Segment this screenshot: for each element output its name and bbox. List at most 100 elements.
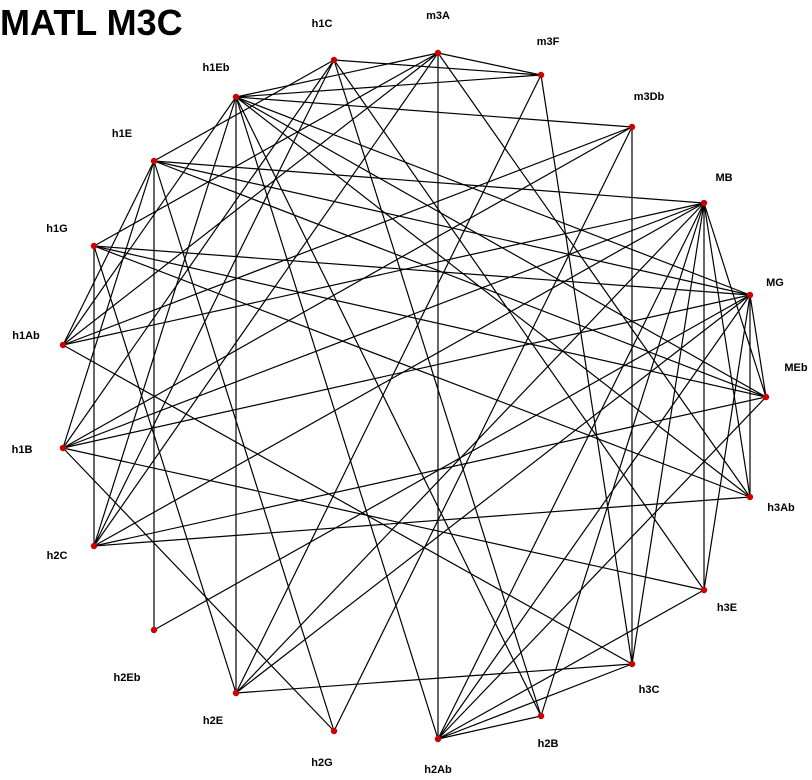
node-h1Ab <box>59 341 67 349</box>
edge-h1Ab-h1Eb <box>62 96 237 346</box>
node-m3A <box>434 49 442 57</box>
edge-m3A-h1G <box>93 52 439 247</box>
node-h1B <box>59 444 67 452</box>
node-label-h1B: h1B <box>12 444 33 456</box>
node-label-m3F: m3F <box>537 36 560 48</box>
edge-MG-h2Eb <box>153 294 751 631</box>
edge-h3E-h1B <box>62 447 705 591</box>
edge-MG-h1G <box>93 245 751 296</box>
node-h1E <box>150 157 158 165</box>
node-label-m3A: m3A <box>426 10 450 22</box>
node-label-h1C: h1C <box>312 18 333 30</box>
node-MB <box>700 199 708 207</box>
edge-m3Db-h2G <box>333 126 633 732</box>
edge-MB-MEb <box>703 202 767 398</box>
edge-h3Ab-MB <box>703 202 751 498</box>
labels-layer: h1C m3A m3F m3Db MB MG MEb h3Ab h3E h3C h2B h2Ab h2G… <box>12 10 808 776</box>
edge-MG-h2Ab <box>437 294 751 740</box>
edge-h1C-h3E <box>333 59 705 591</box>
edge-MB-h2B <box>540 202 705 717</box>
node-h2B <box>537 712 545 720</box>
node-label-h2Eb: h2Eb <box>114 672 141 684</box>
edge-h3C-h2E <box>235 663 633 694</box>
edge-h2B-h1Eb <box>235 96 542 717</box>
node-h2G <box>330 727 338 735</box>
node-h1G <box>90 242 98 250</box>
nodes-layer <box>59 49 770 743</box>
edge-h1Ab-h1E <box>62 160 155 346</box>
edge-MG-h3E <box>703 294 751 591</box>
node-h2E <box>232 689 240 697</box>
edge-MB-h1B <box>62 202 705 449</box>
node-label-h3E: h3E <box>717 602 737 614</box>
node-label-h1E: h1E <box>112 128 132 140</box>
node-MG <box>746 291 754 299</box>
edge-h3C-h1Ab <box>62 344 633 665</box>
edge-m3A-m3F <box>437 52 542 76</box>
edge-MB-h1Ab <box>62 202 705 346</box>
node-h3C <box>628 660 636 668</box>
edges-layer <box>62 52 767 740</box>
edge-MG-h1E <box>153 160 751 296</box>
node-label-h2C: h2C <box>47 550 68 562</box>
node-label-MG: MG <box>766 277 784 289</box>
node-m3F <box>537 71 545 79</box>
node-label-h1Eb: h1Eb <box>203 62 230 74</box>
node-h2C <box>90 542 98 550</box>
edge-MG-h2E <box>235 294 751 694</box>
edge-h1B-h1E <box>62 160 155 449</box>
edge-h1C-h1E <box>153 59 335 162</box>
node-MEb <box>762 393 770 401</box>
node-h2Eb <box>150 626 158 634</box>
edge-MB-h2Ab <box>437 202 705 740</box>
node-label-h3C: h3C <box>639 684 660 696</box>
edge-MB-h1E <box>153 160 705 204</box>
node-h3E <box>700 586 708 594</box>
node-label-h3Ab: h3Ab <box>767 502 795 514</box>
node-label-h2G: h2G <box>311 757 332 769</box>
edge-h2E-h1G <box>93 245 237 694</box>
edge-m3A-h1Ab <box>62 52 439 346</box>
edge-h2B-h2Ab <box>437 715 542 740</box>
node-label-MEb: MEb <box>784 362 808 374</box>
edge-m3A-h3Ab <box>437 52 751 498</box>
node-label-h2B: h2B <box>538 738 559 750</box>
edge-MEb-h1Eb <box>235 96 767 398</box>
node-label-h2E: h2E <box>203 715 223 727</box>
edge-h1C-h2C <box>93 59 335 547</box>
edge-h2C-h1Eb <box>93 96 237 547</box>
edge-MG-h1Eb <box>235 96 751 296</box>
edge-h3E-h2Ab <box>437 589 705 740</box>
edge-h3Ab-h1G <box>93 245 751 498</box>
edge-MB-h2C <box>93 202 705 547</box>
edge-m3A-h1Eb <box>235 52 439 98</box>
edge-m3Db-h1B <box>62 126 633 449</box>
edge-h3C-h2Ab <box>437 663 633 740</box>
edge-MB-h2E <box>235 202 705 694</box>
edge-h3Ab-h1Eb <box>235 96 751 498</box>
edge-MG-MEb <box>749 294 767 398</box>
edge-m3F-h2E <box>235 74 542 694</box>
node-h2Ab <box>434 735 442 743</box>
edge-m3F-h1Eb <box>235 74 542 98</box>
node-m3Db <box>628 123 636 131</box>
edge-h3Ab-h2C <box>93 496 751 547</box>
edge-MEb-h1G <box>93 245 767 398</box>
edge-h2G-h1B <box>62 447 335 732</box>
edge-MG-h1B <box>62 294 751 449</box>
node-h1C <box>330 56 338 64</box>
edge-h2Ab-h1Eb <box>235 96 439 740</box>
node-h1Eb <box>232 93 240 101</box>
node-label-MB: MB <box>715 172 732 184</box>
diagram-title: MATL M3C <box>0 2 183 43</box>
node-label-h2Ab: h2Ab <box>424 764 452 776</box>
node-label-h1Ab: h1Ab <box>12 330 40 342</box>
node-label-h1G: h1G <box>46 223 67 235</box>
node-label-m3Db: m3Db <box>634 91 665 103</box>
edge-h2G-h1E <box>153 160 335 732</box>
edge-m3Db-h1Eb <box>235 96 633 128</box>
edge-MEb-h1E <box>153 160 767 398</box>
node-h3Ab <box>746 493 754 501</box>
